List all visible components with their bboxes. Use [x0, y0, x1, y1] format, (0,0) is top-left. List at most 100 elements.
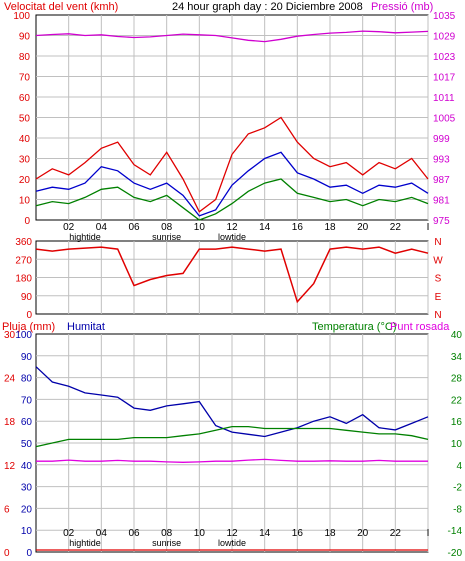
y-tick-label-pressure: 987	[433, 175, 450, 186]
x-sub-label: lowtide	[218, 232, 246, 242]
x-tick-label: 22	[390, 222, 402, 233]
y-tick-label-humidity: 0	[26, 548, 32, 556]
y-tick-label-direction: 360	[15, 237, 32, 248]
y-tick-label-wind: 10	[19, 196, 31, 207]
y-tick-label-compass: E	[435, 292, 442, 303]
y-tick-label-humidity: 60	[21, 417, 33, 428]
y-tick-label-wind: 50	[19, 114, 31, 125]
y-tick-label-direction: 0	[26, 310, 32, 321]
y-tick-label-pressure: 993	[433, 155, 450, 166]
y-tick-label-temperature: -8	[453, 504, 462, 515]
x-sub-label: sunrise	[152, 232, 181, 242]
series-line-low	[35, 178, 429, 221]
y-tick-label-humidity: 10	[21, 526, 33, 537]
x-tick-label: 18	[324, 528, 336, 539]
temperature-title: Temperatura (°C)	[312, 321, 396, 333]
x-sub-label: lowtide	[218, 538, 246, 548]
y-tick-label-pressure: 975	[433, 216, 450, 227]
x-tick-label: 16	[292, 222, 304, 233]
x-tick-label: 12	[226, 528, 238, 539]
series-line-humitat	[35, 366, 429, 438]
y-tick-label-temperature: -14	[448, 526, 463, 537]
y-tick-label-humidity: 40	[21, 461, 33, 472]
y-tick-label-pressure: 1011	[433, 93, 455, 104]
y-tick-label-pressure: 981	[433, 196, 450, 207]
series-line-temperatura	[35, 425, 429, 448]
x-tick-label: 08	[161, 528, 173, 539]
x-tick-label: 10	[194, 222, 206, 233]
x-tick-label: 06	[128, 528, 140, 539]
y-tick-label-compass: N	[434, 310, 441, 321]
y-tick-label-humidity: 20	[21, 504, 33, 515]
pressure-title: Pressió (mb)	[371, 1, 433, 13]
y-tick-label-wind: 70	[19, 73, 31, 84]
dewpoint-title: Punt rosada	[390, 321, 450, 333]
y-tick-label-temperature: 34	[451, 352, 463, 363]
y-tick-label-temperature: 40	[451, 330, 463, 341]
y-tick-label-compass: W	[433, 255, 443, 266]
y-tick-label-rain: 24	[4, 374, 16, 385]
y-tick-label-wind: 30	[19, 155, 31, 166]
x-tick-label: I	[427, 222, 430, 233]
x-tick-label: 02	[63, 528, 75, 539]
y-tick-label-wind: 90	[19, 32, 31, 43]
y-tick-label-rain: 30	[4, 330, 16, 341]
y-tick-label-pressure: 1029	[433, 32, 456, 43]
y-tick-label-pressure: 1005	[433, 114, 456, 125]
y-tick-label-direction: 180	[15, 274, 32, 285]
y-tick-label-temperature: -2	[453, 483, 462, 494]
series-line-gust	[35, 116, 429, 213]
y-tick-label-temperature: 28	[451, 374, 463, 385]
wind-speed-title: Velocitat del vent (kmh)	[4, 1, 118, 13]
x-sub-label: hightide	[69, 232, 101, 242]
y-tick-label-temperature: 4	[456, 461, 462, 472]
y-tick-label-pressure: 1035	[433, 11, 456, 22]
humidity-title: Humitat	[67, 321, 105, 333]
x-sub-label: sunrise	[152, 538, 181, 548]
y-tick-label-compass: N	[434, 237, 441, 248]
x-tick-label: 20	[357, 222, 369, 233]
series-line-pressió	[35, 30, 429, 43]
x-tick-label: 16	[292, 528, 304, 539]
y-tick-label-humidity: 80	[21, 374, 33, 385]
y-tick-label-wind: 40	[19, 134, 31, 145]
y-tick-label-temperature: -20	[448, 548, 463, 556]
y-tick-label-compass: S	[435, 274, 442, 285]
x-tick-label: 12	[226, 222, 238, 233]
rain-title: Pluja (mm)	[2, 321, 55, 333]
y-tick-label-humidity: 30	[21, 483, 33, 494]
graph-date-title: 24 hour graph day : 20 Diciembre 2008	[172, 1, 363, 13]
y-tick-label-wind: 20	[19, 175, 31, 186]
series-line-average	[35, 151, 429, 217]
x-tick-label: 14	[259, 222, 271, 233]
y-tick-label-humidity: 50	[21, 439, 33, 450]
y-tick-label-pressure: 1023	[433, 52, 456, 63]
y-tick-label-wind: 0	[24, 216, 30, 227]
x-tick-label: 04	[96, 222, 108, 233]
x-tick-label: 10	[194, 528, 206, 539]
y-tick-label-direction: 90	[21, 292, 33, 303]
y-tick-label-rain: 6	[4, 504, 10, 515]
y-tick-label-wind: 80	[19, 52, 31, 63]
y-tick-label-pressure: 999	[433, 134, 450, 145]
y-tick-label-direction: 270	[15, 255, 32, 266]
series-line-direction	[35, 246, 429, 304]
y-tick-label-temperature: 10	[451, 439, 463, 450]
y-tick-label-humidity: 90	[21, 352, 33, 363]
y-tick-label-wind: 60	[19, 93, 31, 104]
x-tick-label: 20	[357, 528, 369, 539]
y-tick-label-rain: 12	[4, 461, 16, 472]
series-line-punt-rosada	[36, 458, 428, 463]
y-tick-label-rain: 0	[4, 548, 10, 556]
x-sub-label: hightide	[69, 538, 101, 548]
y-tick-label-temperature: 22	[451, 395, 463, 406]
y-tick-label-rain: 18	[4, 417, 16, 428]
y-tick-label-wind: 100	[13, 11, 30, 22]
x-tick-label: 06	[128, 222, 140, 233]
x-tick-label: 08	[161, 222, 173, 233]
x-tick-label: 14	[259, 528, 271, 539]
x-tick-label: 02	[63, 222, 75, 233]
x-tick-label: I	[427, 528, 430, 539]
y-tick-label-temperature: 16	[451, 417, 463, 428]
